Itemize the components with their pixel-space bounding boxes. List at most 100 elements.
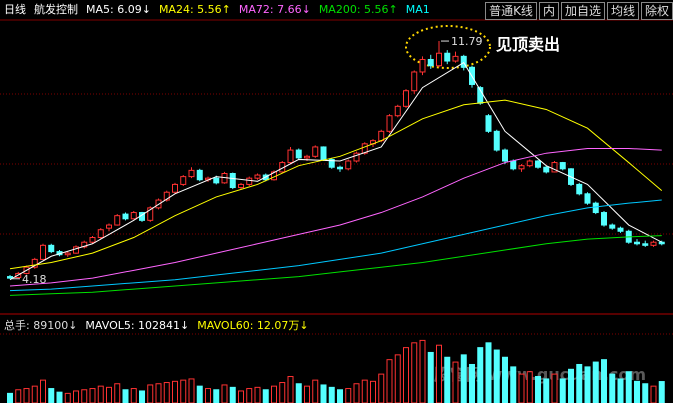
volume-bar xyxy=(114,383,121,403)
volume-bar xyxy=(320,384,327,403)
volume-bar xyxy=(535,376,541,403)
candle-body xyxy=(526,160,533,167)
high-label: 11.79 xyxy=(451,35,483,48)
volume-bar xyxy=(122,389,129,403)
candle-body xyxy=(609,224,616,229)
volume-bar xyxy=(147,384,154,403)
ma-line xyxy=(9,61,662,281)
volume-bar xyxy=(15,389,22,403)
ma-label: MA5: 6.09↓ xyxy=(86,3,151,16)
volume-bar xyxy=(592,361,599,403)
header: 日线 航发控制 MA5: 6.09↓ MA24: 5.56↑ MA72: 7.66↓ MA… xyxy=(4,3,430,17)
toolbar: 普通K线内加自选 均线 除权 xyxy=(483,2,673,20)
candle-body xyxy=(295,149,302,159)
volume-bar xyxy=(601,359,607,403)
ma-line xyxy=(9,199,662,292)
candle-body xyxy=(642,243,649,246)
volume-bar xyxy=(172,380,178,403)
candle-body xyxy=(518,165,525,170)
ma-label: MA200: 5.56↑ xyxy=(318,3,398,16)
candle-body xyxy=(601,212,607,226)
candle-body xyxy=(130,212,137,220)
stock-name: 航发控制 xyxy=(34,3,78,16)
candle-body xyxy=(650,241,657,246)
volume-bar xyxy=(526,371,533,403)
candle-body xyxy=(97,229,104,239)
candle-body xyxy=(287,149,294,164)
volume-bar xyxy=(73,390,79,403)
candle-body xyxy=(361,143,368,154)
candle-body xyxy=(584,193,591,204)
volume-bar xyxy=(229,386,236,403)
volume-bar xyxy=(328,386,335,403)
ma-label: MA72: 7.66↓ xyxy=(238,3,311,16)
candle-body xyxy=(229,172,236,189)
volume-bar xyxy=(221,384,228,403)
volume-bar xyxy=(469,363,475,403)
volume-bar xyxy=(576,363,583,403)
volume-bar xyxy=(568,368,574,403)
candle-body xyxy=(246,177,253,185)
volume-bar xyxy=(634,380,640,403)
candle-body xyxy=(320,146,327,160)
candle-body xyxy=(460,55,467,68)
volume-bar xyxy=(584,366,591,403)
candle-body xyxy=(353,152,360,162)
toolbar-button[interactable]: 内 xyxy=(538,2,559,20)
candle-body xyxy=(81,241,88,248)
candle-body xyxy=(452,55,459,62)
candle-body xyxy=(403,90,409,107)
volume-bar xyxy=(295,383,302,403)
toolbar-button[interactable]: 均线 xyxy=(606,2,639,20)
volume-bar xyxy=(64,392,71,403)
volume-label: MAVOL5: 102841↓ xyxy=(85,319,190,332)
candle-body xyxy=(427,58,434,67)
candle-body xyxy=(444,52,451,62)
volume-bar xyxy=(7,392,13,403)
grid xyxy=(0,19,673,335)
ma-label: MA1 xyxy=(405,3,430,16)
candle-body xyxy=(147,207,154,221)
volume-bar xyxy=(642,383,649,403)
volume-bar xyxy=(650,385,657,403)
candle-body xyxy=(559,162,566,170)
highlight-ellipse xyxy=(405,25,491,69)
candle-body xyxy=(48,244,55,253)
ma-line xyxy=(9,148,662,287)
period: 日线 xyxy=(4,3,26,16)
volume-bar xyxy=(89,388,96,403)
candle-body xyxy=(386,115,393,132)
volume-bar xyxy=(658,381,665,403)
candle-body xyxy=(64,252,71,256)
ma-line xyxy=(9,235,662,296)
volume-bar xyxy=(370,380,376,403)
candle-body xyxy=(180,176,187,185)
volume-bar xyxy=(188,378,195,403)
candle-body xyxy=(40,244,46,260)
candle-body xyxy=(238,183,244,189)
candle-body xyxy=(419,58,426,73)
volume-bar xyxy=(617,378,624,403)
candle-body xyxy=(304,155,310,159)
volume-label: 总手: 89100↓ xyxy=(4,319,78,332)
candle-body xyxy=(196,169,203,181)
toolbar-button[interactable]: 加自选 xyxy=(560,2,605,20)
toolbar-button[interactable]: 普通K线 xyxy=(485,2,537,20)
candle-body xyxy=(394,105,401,117)
candle-body xyxy=(345,160,352,170)
volume-bar xyxy=(180,379,187,403)
volume-bar xyxy=(551,373,558,403)
toolbar-button[interactable]: 除权 xyxy=(640,2,673,20)
volume-bar xyxy=(213,389,220,403)
volume-bar xyxy=(493,349,500,403)
volume-bar xyxy=(477,347,484,403)
volume-bar xyxy=(460,354,467,403)
volume-bar xyxy=(485,342,492,403)
volume-bar xyxy=(361,379,368,403)
candle-body xyxy=(617,227,624,232)
volume-bar xyxy=(81,389,88,403)
candle-body xyxy=(337,166,343,170)
volume-header: 总手: 89100↓ MAVOL5: 102841↓ MAVOL60: 12.07万… xyxy=(4,319,309,333)
